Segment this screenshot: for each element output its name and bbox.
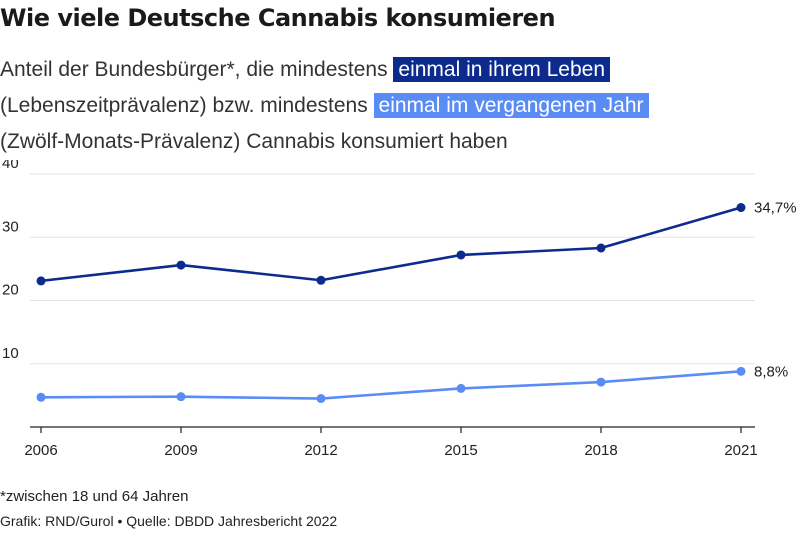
x-tick-label-2015: 2015 (444, 442, 477, 459)
y-tick-label-40: 40 (2, 160, 19, 172)
line-chart: 10 20 30 40 2006 2009 2012 2015 2018 2021 34,7% 8,8… (2, 160, 797, 459)
x-tick-label-2006: 2006 (24, 442, 57, 459)
series-line-lifetime (40, 206, 742, 283)
data-point-lifetime-2009 (176, 260, 186, 270)
data-point-year-2015 (456, 383, 466, 393)
x-tick-label-2021: 2021 (724, 442, 757, 459)
data-point-year-2012 (316, 394, 326, 404)
source-credit: Grafik: RND/Gurol • Quelle: DBDD Jahresb… (0, 513, 338, 529)
end-label-lifetime: 34,7% (754, 200, 797, 217)
data-point-lifetime-2012 (316, 275, 326, 285)
subtitle-text-3: (Zwölf-Monats-Prävalenz) Cannabis konsum… (0, 130, 508, 153)
data-point-year-2021 (736, 366, 746, 376)
y-tick-label-30: 30 (2, 218, 19, 235)
data-point-year-2009 (176, 392, 186, 402)
data-point-year-2018 (596, 377, 606, 387)
footnote: *zwischen 18 und 64 Jahren (0, 488, 189, 505)
data-point-year-2006 (36, 392, 46, 402)
data-point-lifetime-2015 (456, 250, 466, 260)
subtitle-text-2: (Lebenszeitprävalenz) bzw. mindestens (0, 94, 374, 117)
legend-lifetime-highlight: einmal in ihrem Leben (393, 57, 611, 82)
subtitle-text-1: Anteil der Bundesbürger*, die mindestens (0, 58, 394, 81)
x-tick-label-2018: 2018 (584, 442, 617, 459)
legend-year-highlight: einmal im vergangenen Jahr (373, 93, 649, 118)
data-point-lifetime-2006 (36, 276, 46, 286)
x-tick-label-2009: 2009 (164, 442, 197, 459)
chart-title: Wie viele Deutsche Cannabis konsumieren (0, 4, 556, 32)
x-tick-label-2012: 2012 (304, 442, 337, 459)
y-tick-label-10: 10 (2, 345, 19, 362)
series-line-year (40, 370, 742, 400)
data-point-lifetime-2018 (596, 243, 606, 253)
chart-subtitle: Anteil der Bundesbürger*, die mindestens… (0, 52, 795, 160)
y-tick-label-20: 20 (2, 282, 19, 299)
end-label-year: 8,8% (754, 363, 788, 380)
data-point-lifetime-2021 (736, 203, 746, 213)
